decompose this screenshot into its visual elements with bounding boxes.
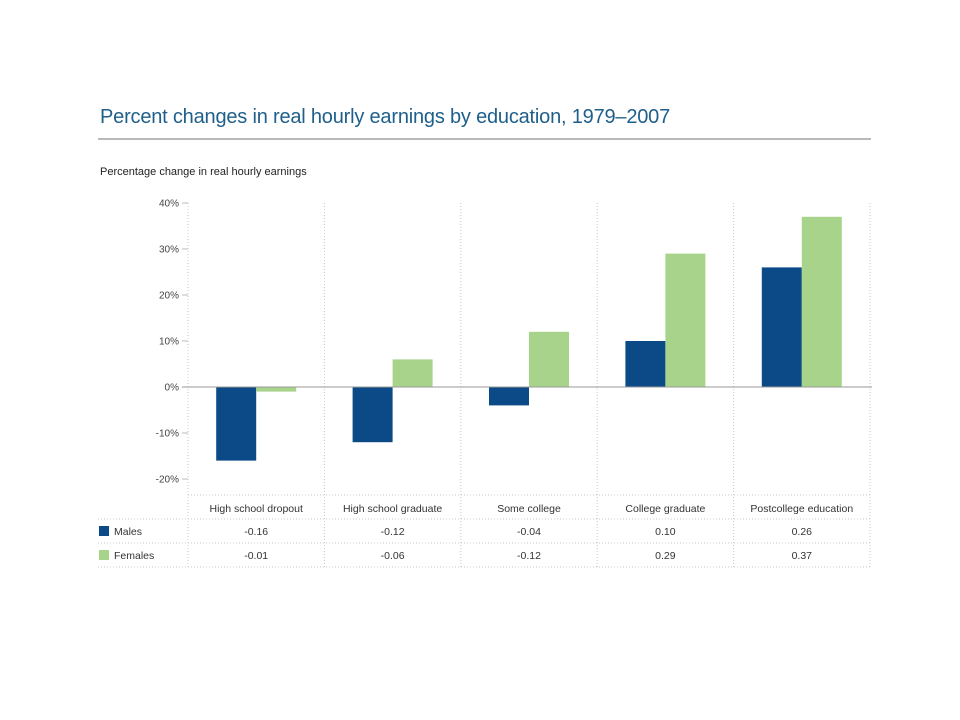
table-value: -0.01 bbox=[244, 550, 268, 562]
table-value: -0.16 bbox=[244, 526, 268, 538]
y-tick-label: -10% bbox=[156, 429, 179, 440]
chart-title: Percent changes in real hourly earnings … bbox=[100, 106, 671, 128]
y-tick-label: 10% bbox=[159, 337, 179, 348]
y-tick-label: -20% bbox=[156, 475, 179, 486]
bar-females bbox=[529, 331, 569, 387]
table-value: 0.29 bbox=[655, 550, 676, 562]
y-axis-label: Percentage change in real hourly earning… bbox=[100, 166, 307, 178]
legend-label: Females bbox=[114, 550, 154, 562]
legend-swatch-males bbox=[99, 526, 109, 536]
table-value: -0.12 bbox=[381, 526, 405, 538]
bar-males bbox=[216, 387, 257, 461]
table-value: -0.04 bbox=[517, 526, 541, 538]
category-label: Postcollege education bbox=[750, 503, 853, 515]
y-tick-label: 20% bbox=[159, 291, 179, 302]
table-value: -0.06 bbox=[381, 550, 405, 562]
category-label: High school graduate bbox=[343, 503, 442, 515]
bar-males bbox=[489, 387, 529, 406]
table-value: -0.12 bbox=[517, 550, 541, 562]
legend-swatch-females bbox=[99, 550, 109, 560]
table-value: 0.26 bbox=[792, 526, 813, 538]
y-tick-label: 30% bbox=[159, 245, 179, 256]
y-tick-label: 40% bbox=[159, 199, 179, 210]
bar-males bbox=[761, 267, 802, 387]
category-label: High school dropout bbox=[209, 503, 302, 515]
legend-label: Males bbox=[114, 526, 142, 538]
category-label: Some college bbox=[497, 503, 561, 515]
table-value: 0.10 bbox=[655, 526, 676, 538]
bar-females bbox=[256, 387, 297, 392]
bar-males bbox=[352, 387, 393, 443]
title-divider bbox=[98, 138, 871, 140]
y-tick-label: 0% bbox=[165, 383, 180, 394]
bar-females bbox=[392, 359, 433, 387]
bar-females bbox=[801, 216, 842, 387]
bar-males bbox=[625, 341, 666, 387]
bar-females bbox=[665, 253, 706, 387]
table-value: 0.37 bbox=[792, 550, 813, 562]
category-label: College graduate bbox=[625, 503, 705, 515]
